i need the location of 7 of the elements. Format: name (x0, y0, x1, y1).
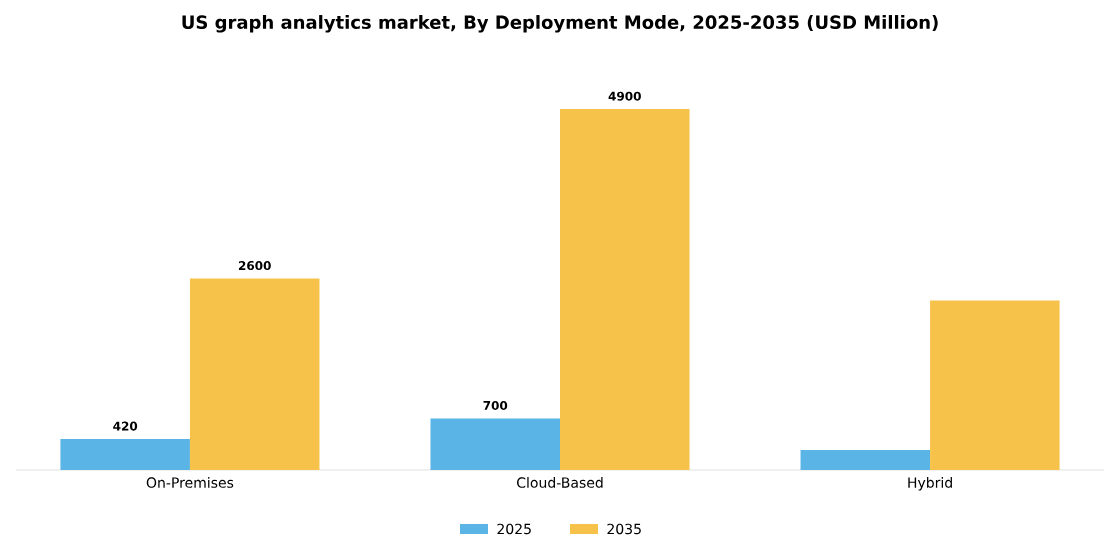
bar (430, 418, 560, 470)
bar (800, 450, 931, 470)
bar (60, 439, 190, 470)
bar (560, 109, 690, 470)
bar (189, 278, 320, 470)
bar (930, 300, 1060, 470)
chart-title: US graph analytics market, By Deployment Mode, 2025-2035 (USD Million) (182, 15, 938, 33)
